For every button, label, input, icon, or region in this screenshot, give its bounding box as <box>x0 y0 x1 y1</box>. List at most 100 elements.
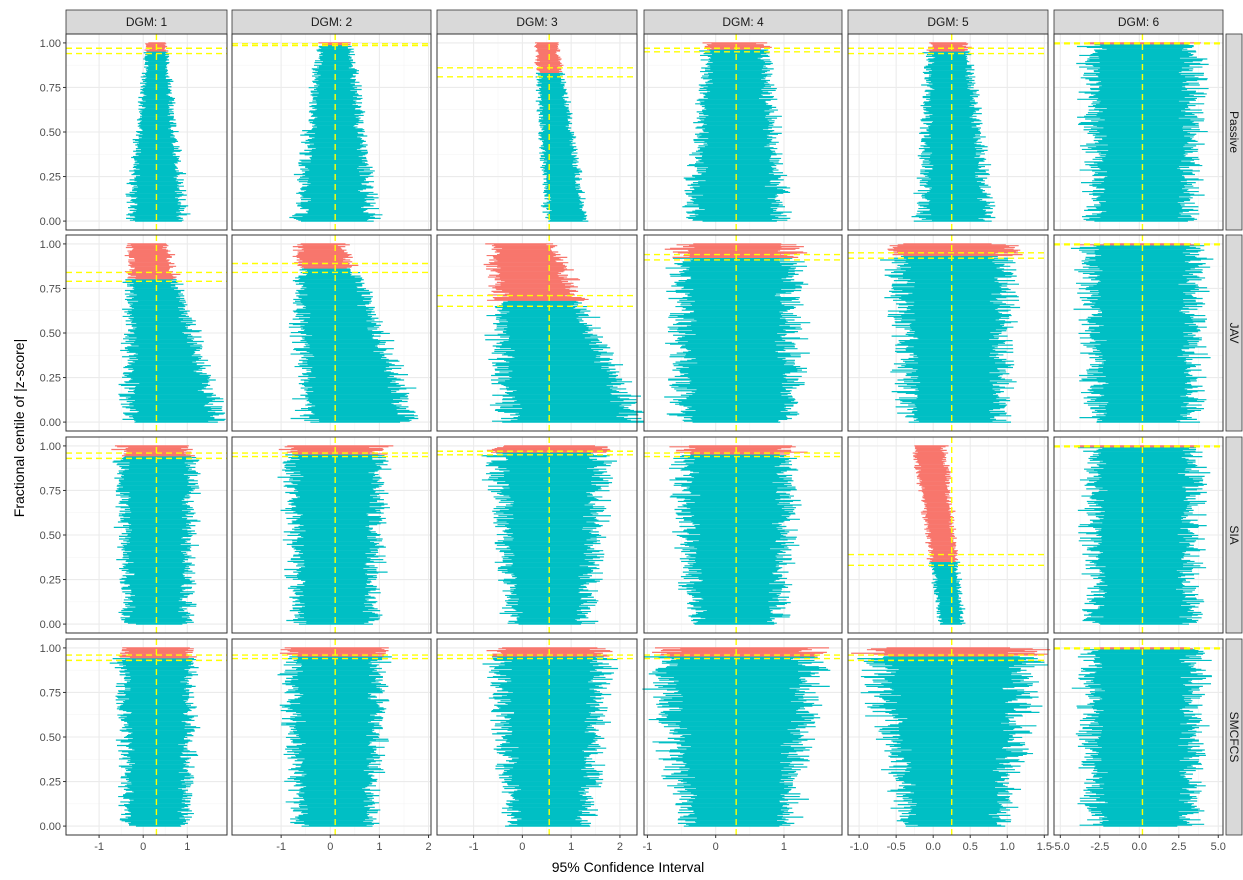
facet-column-label: DGM: 5 <box>927 15 969 29</box>
y-tick-label: 0.25 <box>40 373 61 385</box>
facet-column-label: DGM: 2 <box>311 15 353 29</box>
facet-panel <box>436 33 638 231</box>
panel-border <box>436 436 638 634</box>
facet-panel <box>436 436 638 634</box>
x-tick-label: -1.0 <box>850 841 869 853</box>
facet-strip-col: DGM: 2 <box>231 9 432 35</box>
interval-segments <box>1076 42 1209 222</box>
y-tick-label: 0.00 <box>40 216 61 228</box>
interval-segments <box>682 42 792 222</box>
facet-column-label: DGM: 1 <box>126 15 168 29</box>
interval-segments <box>912 445 966 625</box>
interval-segments <box>880 243 1024 423</box>
facet-column-label: DGM: 6 <box>1118 15 1160 29</box>
strip-background <box>65 9 228 35</box>
facet-strip-col: DGM: 3 <box>436 9 638 35</box>
facet-panel <box>231 33 432 231</box>
x-tick-label: 1.5 <box>1037 841 1052 853</box>
panel-border <box>847 33 1049 231</box>
x-tick-label: 1 <box>568 841 574 853</box>
x-tick-label: 1 <box>781 841 787 853</box>
facet-panel: 0.00 0.25 0.50 0.75 1.00 <box>40 638 228 836</box>
x-tick-label: 0 <box>327 841 333 853</box>
x-tick-label: -1 <box>94 841 104 853</box>
facet-panel <box>643 436 843 634</box>
panel-border <box>231 436 432 634</box>
panel-border <box>231 33 432 231</box>
panel-border <box>436 234 638 432</box>
panel-border <box>847 436 1049 634</box>
panel-border <box>436 33 638 231</box>
panel-border <box>847 234 1049 432</box>
facet-panel <box>643 234 843 432</box>
interval-segments <box>481 445 617 625</box>
y-tick-label: 0.75 <box>40 82 61 94</box>
facet-panel <box>847 33 1049 231</box>
facet-panel <box>436 234 651 432</box>
facet-strip-col: DGM: 1 <box>65 9 228 35</box>
panel-border <box>643 638 843 836</box>
facet-panel: 0.00 0.25 0.50 0.75 1.00 <box>40 33 228 231</box>
x-tick-label: 1.0 <box>1000 841 1015 853</box>
facet-strip-col: DGM: 6 <box>1053 9 1224 35</box>
interval-segments <box>111 445 201 625</box>
strip-background <box>847 9 1049 35</box>
x-tick-label: 2 <box>617 841 623 853</box>
facet-panel: 0.00 0.25 0.50 0.75 1.00 <box>40 436 228 634</box>
y-tick-label: 0.75 <box>40 283 61 295</box>
facet-panel <box>1053 33 1224 231</box>
x-tick-label: -1 <box>469 841 479 853</box>
interval-segments <box>534 42 589 222</box>
y-tick-label: 0.50 <box>40 530 61 542</box>
strip-background <box>1225 33 1243 231</box>
x-tick-label: 0 <box>519 841 525 853</box>
panel-border <box>643 436 843 634</box>
y-tick-label: 0.25 <box>40 777 61 789</box>
x-axis-ticks: -1.0 -0.5 0.0 0.5 1.0 1.5 <box>850 835 1052 853</box>
panel-border <box>436 638 638 836</box>
facet-panel <box>436 638 638 836</box>
panel-border <box>1053 33 1224 231</box>
facet-panel <box>231 234 432 432</box>
y-tick-label: 0.50 <box>40 732 61 744</box>
x-tick-label: 1 <box>376 841 382 853</box>
x-tick-label: 1 <box>184 841 190 853</box>
x-tick-label: -1 <box>276 841 286 853</box>
x-tick-label: -1 <box>643 841 653 853</box>
panels-layer: DGM: 10.000.250.500.751.000.000.250.500.… <box>40 9 1243 853</box>
panel-border <box>643 234 843 432</box>
interval-segments <box>483 243 651 423</box>
interval-segments <box>289 42 383 222</box>
x-axis-ticks: -1 0 1 2 <box>469 835 623 853</box>
y-tick-label: 0.25 <box>40 172 61 184</box>
facet-strip-col: DGM: 4 <box>643 9 843 35</box>
interval-segments <box>642 647 831 827</box>
y-tick-label: 1.00 <box>40 38 61 50</box>
interval-segments <box>277 647 392 827</box>
interval-segments <box>118 243 226 423</box>
x-axis-ticks: -1 0 1 2 <box>276 835 432 853</box>
interval-segments <box>125 42 191 222</box>
y-tick-label: 0.75 <box>40 485 61 497</box>
facet-column-label: DGM: 4 <box>722 15 764 29</box>
panel-border <box>231 638 432 836</box>
strip-background <box>643 9 843 35</box>
interval-segments <box>1070 243 1214 423</box>
y-tick-label: 0.50 <box>40 328 61 340</box>
facet-strip-col: DGM: 5 <box>847 9 1049 35</box>
facet-panel <box>231 638 432 836</box>
panel-border <box>847 638 1049 836</box>
facet-column-label: DGM: 3 <box>516 15 558 29</box>
x-tick-label: 0.0 <box>926 841 941 853</box>
y-tick-label: 0.00 <box>40 619 61 631</box>
facet-panel <box>642 638 843 836</box>
panel-border <box>643 33 843 231</box>
y-tick-label: 0.50 <box>40 127 61 139</box>
facet-panel: 0.00 0.25 0.50 0.75 1.00 <box>40 234 228 432</box>
y-tick-label: 0.00 <box>40 821 61 833</box>
x-tick-label: -0.5 <box>887 841 906 853</box>
x-tick-label: 0 <box>140 841 146 853</box>
facet-strip-row: Passive <box>1225 33 1243 231</box>
y-tick-label: 0.25 <box>40 575 61 587</box>
